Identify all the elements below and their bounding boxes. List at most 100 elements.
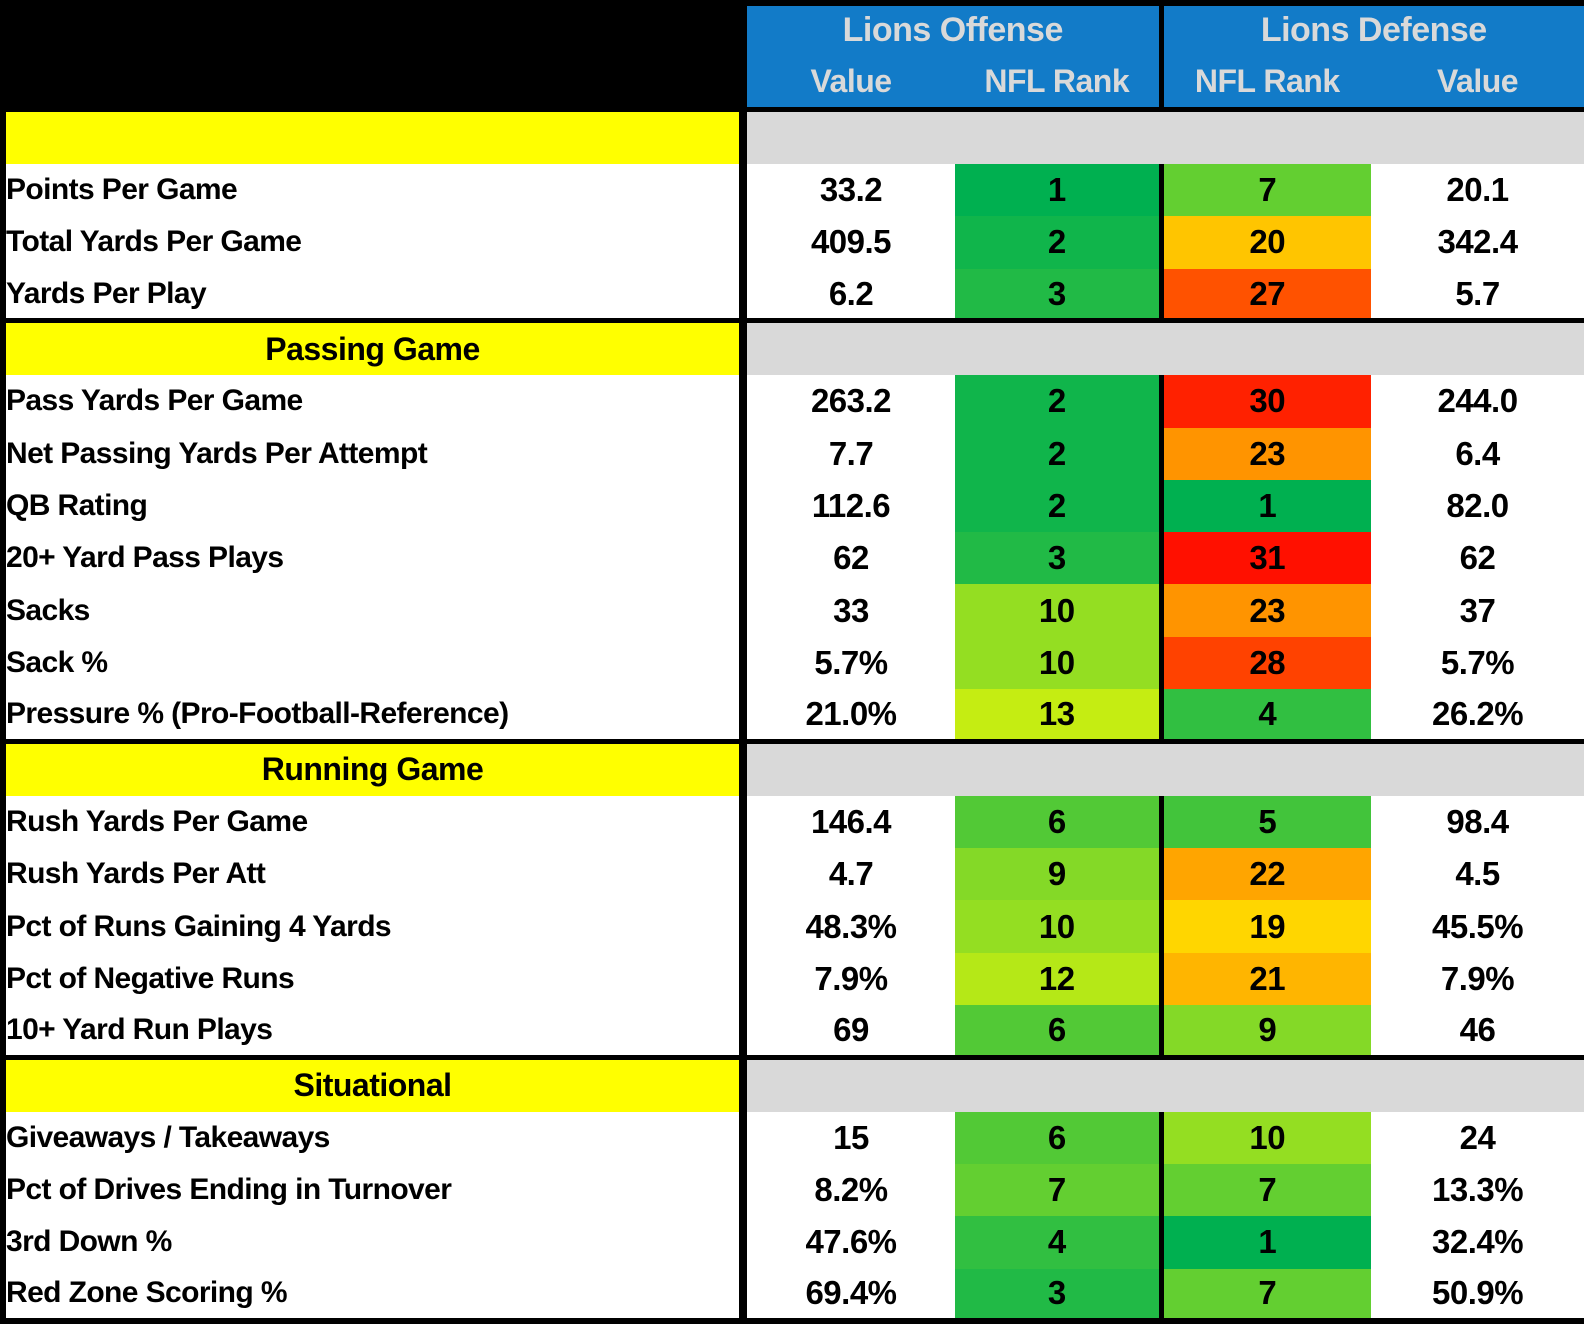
offense-group-header: Lions Offense <box>743 3 1164 56</box>
offense-rank-cell: 10 <box>955 584 1164 637</box>
offense-rank-cell: 3 <box>955 268 1164 321</box>
offense-value-cell: 33 <box>743 584 955 637</box>
stat-label-cell: Sack % <box>3 636 747 690</box>
offense-value-column-header: Value <box>743 55 955 113</box>
offense-rank-cell: 12 <box>955 952 1164 1005</box>
stat-label-cell: Points Per Game <box>3 163 747 217</box>
defense-value-cell: 20.1 <box>1371 163 1584 217</box>
stat-row: Net Passing Yards Per Attempt 7.7 2 23 6.4 <box>3 427 1584 480</box>
defense-value-cell: 62 <box>1371 532 1584 585</box>
offense-value-cell: 112.6 <box>743 479 955 533</box>
column-header-row: Value NFL Rank NFL Rank Value <box>3 55 1584 113</box>
defense-value-cell: 7.9% <box>1371 952 1584 1005</box>
stat-row: 10+ Yard Run Plays 69 6 9 46 <box>3 1005 1584 1058</box>
offense-rank-cell: 1 <box>955 163 1164 217</box>
defense-value-cell: 5.7 <box>1371 268 1584 321</box>
stat-label-cell: Rush Yards Per Att <box>3 848 747 901</box>
offense-value-cell: 4.7 <box>743 848 955 901</box>
stat-label-cell: Giveaways / Takeaways <box>3 1111 747 1164</box>
offense-value-cell: 62 <box>743 532 955 585</box>
offense-value-cell: 263.2 <box>743 375 955 428</box>
defense-rank-cell: 19 <box>1161 900 1372 953</box>
defense-rank-cell: 28 <box>1161 636 1372 690</box>
offense-rank-column-header: NFL Rank <box>955 55 1164 113</box>
defense-rank-cell: 22 <box>1161 848 1372 901</box>
defense-rank-cell: 27 <box>1161 268 1372 321</box>
offense-rank-cell: 13 <box>955 689 1164 742</box>
defense-rank-column-header: NFL Rank <box>1161 55 1372 113</box>
offense-value-cell: 409.5 <box>743 216 955 269</box>
stat-row: Rush Yards Per Game 146.4 6 5 98.4 <box>3 795 1584 849</box>
section-header-row: Running Game <box>3 738 1584 796</box>
defense-rank-cell: 7 <box>1161 163 1372 217</box>
defense-rank-cell: 4 <box>1161 689 1372 742</box>
stat-label-cell: Red Zone Scoring % <box>3 1268 747 1321</box>
defense-value-cell: 13.3% <box>1371 1163 1584 1217</box>
defense-value-cell: 24 <box>1371 1111 1584 1164</box>
defense-value-cell: 46 <box>1371 1005 1584 1058</box>
defense-value-cell: 45.5% <box>1371 900 1584 953</box>
stat-row: Total Yards Per Game 409.5 2 20 342.4 <box>3 216 1584 269</box>
offense-value-cell: 47.6% <box>743 1216 955 1269</box>
team-header-row: Lions Offense Lions Defense <box>3 3 1584 113</box>
table-body: Lions Offense Lions Defense Value NFL Ra… <box>3 3 1584 1321</box>
section-spacer-cell <box>743 738 1584 796</box>
defense-rank-cell: 1 <box>1161 1216 1372 1269</box>
section-title-cell: Situational <box>3 1054 747 1112</box>
offense-value-cell: 21.0% <box>743 689 955 742</box>
offense-rank-cell: 6 <box>955 795 1164 849</box>
offense-value-cell: 6.2 <box>743 268 955 321</box>
section-title-cell: Running Game <box>3 738 747 796</box>
offense-value-cell: 5.7% <box>743 636 955 690</box>
offense-value-cell: 15 <box>743 1111 955 1164</box>
section-spacer-cell <box>743 107 1584 164</box>
stat-row: Pass Yards Per Game 263.2 2 30 244.0 <box>3 375 1584 428</box>
defense-rank-cell: 30 <box>1161 375 1372 428</box>
defense-rank-cell: 31 <box>1161 532 1372 585</box>
offense-value-cell: 146.4 <box>743 795 955 849</box>
stat-label-cell: Pct of Runs Gaining 4 Yards <box>3 900 747 953</box>
offense-rank-cell: 4 <box>955 1216 1164 1269</box>
defense-value-cell: 82.0 <box>1371 479 1584 533</box>
defense-value-cell: 26.2% <box>1371 689 1584 742</box>
defense-rank-cell: 23 <box>1161 584 1372 637</box>
offense-rank-cell: 2 <box>955 479 1164 533</box>
defense-rank-cell: 23 <box>1161 427 1372 480</box>
offense-rank-cell: 2 <box>955 375 1164 428</box>
defense-value-cell: 6.4 <box>1371 427 1584 480</box>
defense-value-cell: 98.4 <box>1371 795 1584 849</box>
corner-cell <box>3 3 747 113</box>
defense-rank-cell: 1 <box>1161 479 1372 533</box>
stat-row: 20+ Yard Pass Plays 62 3 31 62 <box>3 532 1584 585</box>
offense-rank-cell: 2 <box>955 427 1164 480</box>
stat-label-cell: 10+ Yard Run Plays <box>3 1005 747 1058</box>
section-header-row: Situational <box>3 1054 1584 1112</box>
stat-label-cell: Pressure % (Pro-Football-Reference) <box>3 689 747 742</box>
defense-rank-cell: 10 <box>1161 1111 1372 1164</box>
offense-rank-cell: 3 <box>955 1268 1164 1321</box>
offense-value-cell: 8.2% <box>743 1163 955 1217</box>
defense-value-column-header: Value <box>1371 55 1584 113</box>
defense-value-cell: 4.5 <box>1371 848 1584 901</box>
offense-rank-cell: 9 <box>955 848 1164 901</box>
stat-label-cell: QB Rating <box>3 479 747 533</box>
stat-row: Sack % 5.7% 10 28 5.7% <box>3 636 1584 690</box>
stat-row: Sacks 33 10 23 37 <box>3 584 1584 637</box>
stat-label-cell: Pct of Negative Runs <box>3 952 747 1005</box>
stat-row: Yards Per Play 6.2 3 27 5.7 <box>3 268 1584 321</box>
stat-row: Giveaways / Takeaways 15 6 10 24 <box>3 1111 1584 1164</box>
stat-row: QB Rating 112.6 2 1 82.0 <box>3 479 1584 533</box>
section-title-cell <box>3 107 747 164</box>
offense-rank-cell: 3 <box>955 532 1164 585</box>
stat-row: Pressure % (Pro-Football-Reference) 21.0%… <box>3 689 1584 742</box>
section-header-row: Passing Game <box>3 318 1584 376</box>
defense-value-cell: 342.4 <box>1371 216 1584 269</box>
offense-rank-cell: 2 <box>955 216 1164 269</box>
section-spacer-cell <box>743 318 1584 376</box>
defense-group-header: Lions Defense <box>1161 3 1584 56</box>
offense-rank-cell: 7 <box>955 1163 1164 1217</box>
defense-value-cell: 50.9% <box>1371 1268 1584 1321</box>
stat-label-cell: Pct of Drives Ending in Turnover <box>3 1163 747 1217</box>
stat-label-cell: 3rd Down % <box>3 1216 747 1269</box>
defense-rank-cell: 9 <box>1161 1005 1372 1058</box>
